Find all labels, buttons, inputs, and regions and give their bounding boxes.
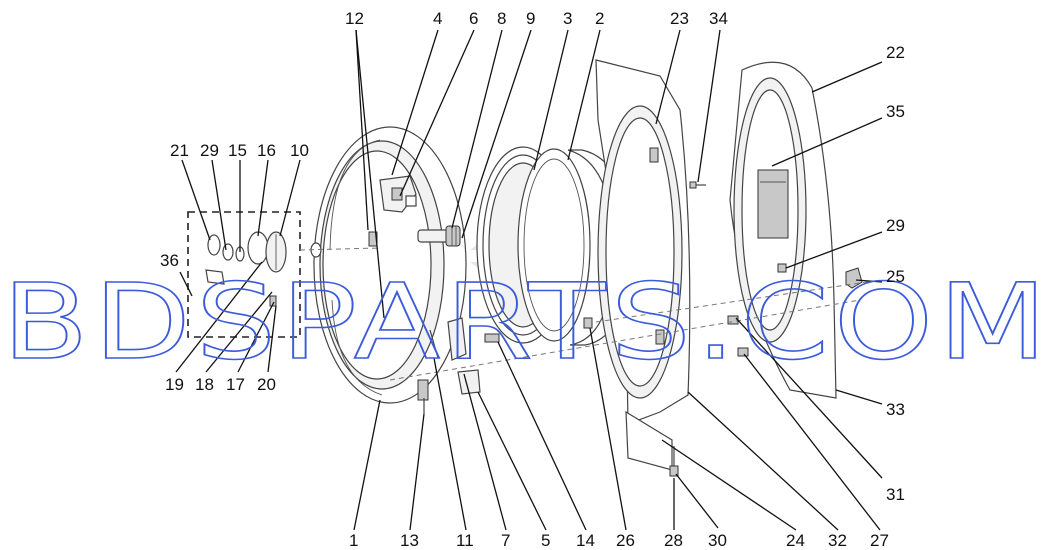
- callout-labels: 12 4 6 8 9 3 2 23 34 22 35 29 25 33 31 2…: [160, 9, 905, 550]
- callout-5: 5: [541, 531, 550, 550]
- callout-11: 11: [456, 531, 474, 550]
- callout-4: 4: [433, 9, 442, 28]
- callout-28: 28: [664, 531, 683, 550]
- callout-1: 1: [349, 531, 358, 550]
- callout-9: 9: [526, 9, 535, 28]
- callout-16: 16: [257, 141, 276, 160]
- callout-13: 13: [400, 531, 419, 550]
- callout-27: 27: [870, 531, 889, 550]
- callout-15: 15: [228, 141, 247, 160]
- callout-22: 22: [886, 43, 905, 62]
- callout-17: 17: [226, 375, 245, 394]
- callout-3: 3: [563, 9, 572, 28]
- callout-26: 26: [616, 531, 635, 550]
- watermark-text: BDSPARTS.COM: [2, 261, 1052, 383]
- callout-29-left: 29: [200, 141, 219, 160]
- part-22-cabinet-ring: [729, 61, 863, 399]
- part-4-6-hinge: [379, 175, 417, 213]
- callout-7: 7: [501, 531, 510, 550]
- leader-lines: [175, 29, 883, 531]
- callout-36: 36: [160, 251, 179, 270]
- callout-8: 8: [497, 9, 506, 28]
- callout-25: 25: [886, 267, 905, 286]
- callout-19: 19: [165, 375, 184, 394]
- callout-32: 32: [828, 531, 847, 550]
- part-9-3-gasket: [476, 146, 591, 344]
- callout-24: 24: [786, 531, 805, 550]
- callout-33: 33: [886, 400, 905, 419]
- callout-29-right: 29: [886, 216, 905, 235]
- callout-20: 20: [257, 375, 276, 394]
- latch-assembly: [417, 317, 500, 414]
- callout-18: 18: [195, 375, 214, 394]
- alignment-lines: [389, 279, 881, 381]
- callout-35: 35: [886, 102, 905, 121]
- callout-34: 34: [709, 9, 728, 28]
- callout-31: 31: [886, 485, 905, 504]
- callout-30: 30: [708, 531, 727, 550]
- callout-2: 2: [595, 9, 604, 28]
- callout-14: 14: [576, 531, 595, 550]
- callout-12: 12: [345, 9, 364, 28]
- detail-box: [187, 211, 381, 338]
- callout-10: 10: [290, 141, 309, 160]
- part-34-screw: [689, 181, 706, 189]
- callout-6: 6: [469, 9, 478, 28]
- callout-23: 23: [670, 9, 689, 28]
- callout-21: 21: [170, 141, 189, 160]
